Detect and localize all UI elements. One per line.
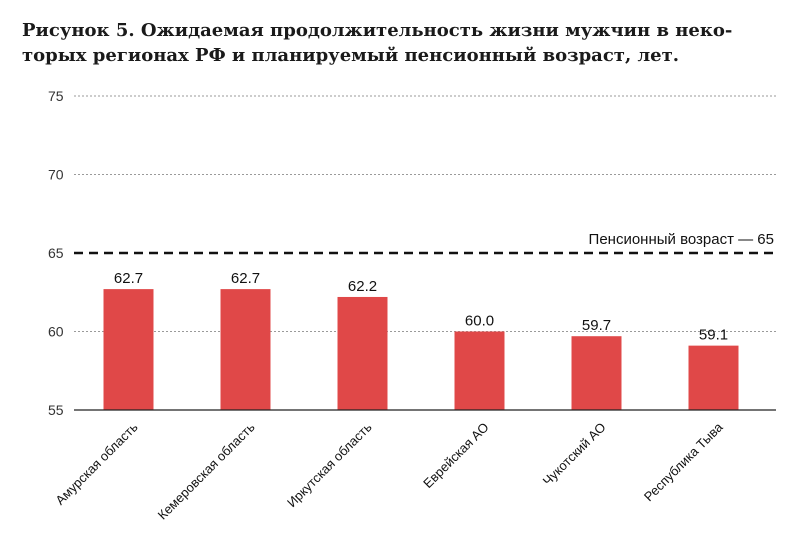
category-label-4: Еврейская АО (420, 420, 492, 492)
y-tick-label-75: 75 (48, 88, 64, 104)
bar-6 (688, 345, 739, 410)
value-label-4: 60.0 (465, 313, 494, 330)
bar-5 (571, 336, 622, 410)
category-label-5: Чукотский АО (540, 420, 609, 489)
category-label-1: Амурская область (52, 419, 140, 507)
value-label-1: 62.7 (114, 270, 143, 287)
value-label-5: 59.7 (582, 317, 611, 334)
chart-title: Рисунок 5. Ожидаемая продолжительность ж… (22, 18, 733, 68)
category-label-2: Кемеровская область (155, 419, 258, 522)
bar-3 (337, 296, 388, 410)
category-label-3: Иркутская область (284, 419, 375, 510)
value-label-3: 62.2 (348, 278, 377, 295)
bar-1 (103, 289, 154, 410)
y-tick-label-65: 65 (48, 245, 64, 261)
bar-4 (454, 331, 505, 410)
y-tick-label-55: 55 (48, 402, 64, 418)
y-tick-label-70: 70 (48, 167, 64, 183)
value-label-2: 62.7 (231, 270, 260, 287)
y-tick-label-60: 60 (48, 324, 64, 340)
retirement-age-label: Пенсионный возраст — 65 (589, 231, 774, 248)
bar-2 (220, 289, 271, 410)
chart-title-line-2: торых регионах РФ и планируемый пенсионн… (22, 45, 680, 66)
category-label-6: Республика Тыва (641, 419, 726, 504)
value-label-6: 59.1 (699, 327, 728, 344)
chart-title-line-1: Рисунок 5. Ожидаемая продолжительность ж… (22, 20, 733, 41)
